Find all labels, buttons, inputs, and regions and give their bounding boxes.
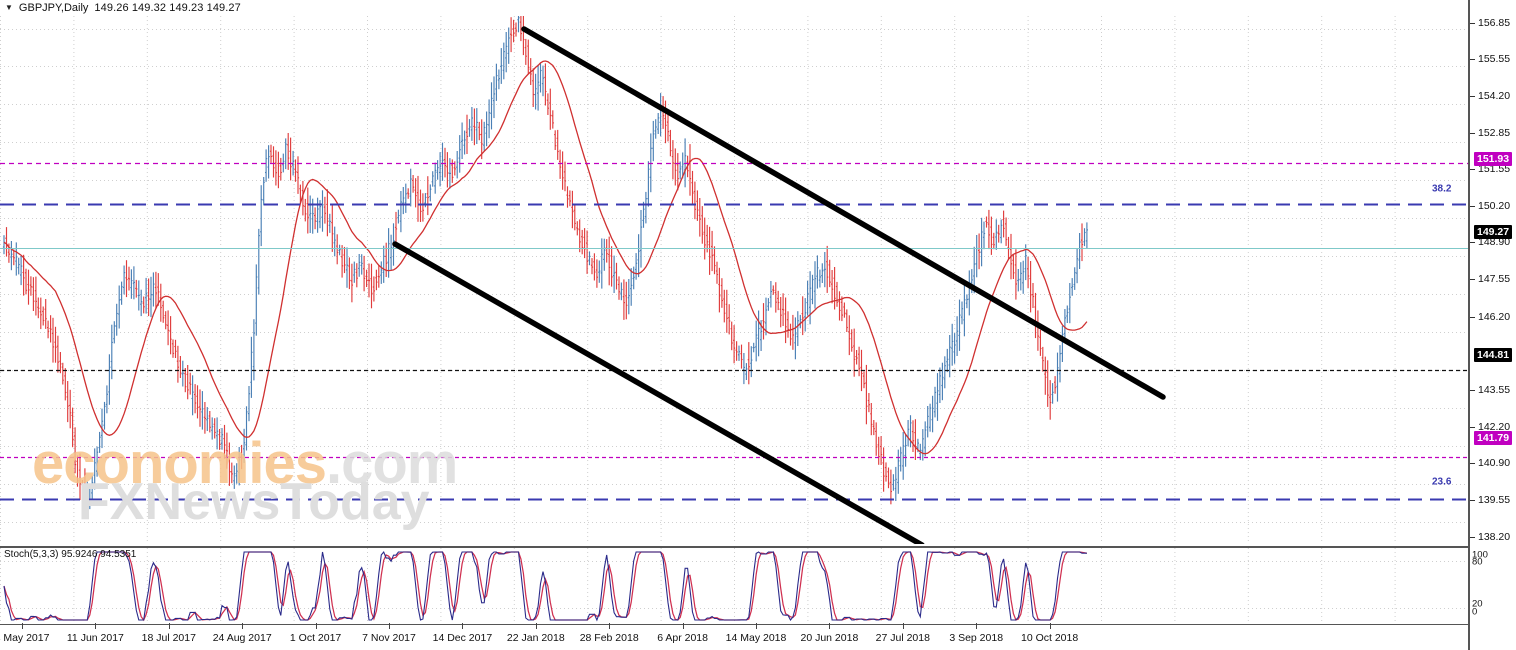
x-axis-label: 14 Dec 2017 [432,632,493,644]
price-plot[interactable]: economies.com FXNewsToday 38.2 23.6 [0,16,1468,544]
moving-average-line [3,60,1088,455]
y-axis-label: 151.55 [1478,163,1511,176]
x-axis-label: 27 Jul 2018 [875,632,930,644]
y-axis-tick [1470,95,1475,97]
y-axis: 156.85 155.55 154.20 152.85 151.55 150.20 148.… [1468,0,1516,650]
price-plot-canvas [0,16,1468,544]
x-axis-label: 3 Sep 2018 [949,632,1004,644]
vertical-gridlines [0,16,1468,544]
x-axis-label: 14 May 2018 [725,632,787,644]
x-axis-label: 18 Jul 2017 [141,632,196,644]
y-axis-label: 142.20 [1478,420,1511,433]
x-axis-tick [315,623,317,629]
x-axis-tick [168,623,170,629]
stoch-vertical-gridlines [0,548,1468,624]
x-axis-tick [22,623,23,629]
x-axis-tick [756,623,757,629]
y-axis-label: 148.90 [1478,236,1511,249]
lower-descending-trendline [392,241,925,544]
x-axis-tick [1049,623,1051,629]
x-axis-tick [609,623,611,629]
y-axis-label: 150.20 [1478,200,1511,213]
stochastic-canvas [0,548,1468,624]
y-axis-tick [1470,133,1475,135]
y-axis-tick [1470,462,1475,464]
stoch-scale-label: 0 [1472,606,1478,618]
chart-header: ▼ GBPJPY,Daily 149.26 149.32 149.23 149.… [0,0,1516,16]
x-axis-label: 28 Feb 2018 [579,632,639,644]
fib-label-23-6: 23.6 [1432,476,1452,488]
x-axis-label: 6 Apr 2018 [657,632,708,644]
y-axis-tick [1470,169,1475,171]
symbol-label: GBPJPY,Daily [18,2,89,14]
y-axis-label: 146.20 [1478,310,1511,323]
y-axis-label: 152.85 [1478,127,1511,140]
y-axis-tick [1470,426,1475,428]
x-axis-tick [242,623,244,629]
stochastic-k-line [3,550,1087,622]
x-axis-tick [682,623,684,629]
stoch-scale-label: 20 [1472,598,1483,610]
price-badge-151-93: 151.93 [1474,151,1513,166]
trendlines [392,26,1166,544]
y-axis-label: 140.90 [1478,456,1511,469]
y-axis-tick [1470,537,1475,539]
y-axis-tick [1470,22,1475,24]
y-axis-label: 155.55 [1478,52,1511,65]
fib-label-38-2: 38.2 [1432,183,1452,195]
y-axis-tick [1470,316,1475,318]
price-badge-144-81: 144.81 [1474,347,1513,362]
stochastic-label: Stoch(5,3,3) 95.9246 94.5351 [4,549,137,560]
stoch-level-lines [0,561,1468,609]
x-axis-tick [389,623,390,629]
stoch-scale-label: 80 [1472,556,1483,568]
price-badge-141-79: 141.79 [1474,431,1513,446]
stochastic-panel[interactable]: Stoch(5,3,3) 95.9246 94.5351 [0,546,1468,625]
stochastic-d-line [3,551,1088,622]
y-axis-label: 138.20 [1478,531,1511,544]
x-axis-tick [462,623,464,629]
x-axis-label: 1 Oct 2017 [289,632,342,644]
triangle-down-icon[interactable]: ▼ [5,3,13,12]
upper-descending-trendline [521,26,1166,400]
y-axis-tick [1470,279,1475,281]
ohlc-values: 149.26 149.32 149.23 149.27 [94,2,241,14]
x-axis-label: 24 Aug 2017 [212,632,272,644]
x-axis-label: 20 Jun 2018 [800,632,859,644]
x-axis-label: 11 Jun 2017 [66,632,124,644]
x-axis-tick [535,623,537,629]
x-axis-label: 10 Oct 2018 [1020,632,1079,644]
y-axis-tick [1470,206,1475,208]
y-axis-label: 154.20 [1478,89,1511,102]
y-axis-label: 147.55 [1478,273,1511,286]
x-axis-tick [976,623,978,629]
x-axis-label: 22 Jan 2018 [506,632,565,644]
x-axis: 4 May 2017 11 Jun 2017 18 Jul 2017 24 Aug 2… [0,623,1468,650]
y-axis-label: 156.85 [1478,16,1511,29]
price-level-lines [0,162,1468,501]
x-axis-tick [902,623,904,629]
x-axis-tick [95,623,97,629]
y-axis-label: 143.55 [1478,383,1511,396]
y-axis-tick [1470,242,1475,244]
y-axis-tick [1470,389,1475,391]
x-axis-label: 7 Nov 2017 [362,632,416,644]
y-axis-label: 139.55 [1478,493,1511,506]
price-badge-149-27: 149.27 [1474,224,1513,239]
stoch-scale-label: 100 [1472,549,1488,561]
y-axis-tick [1470,58,1475,60]
x-axis-tick [829,623,831,629]
x-axis-label: 4 May 2017 [0,632,50,644]
ohlc-bars [2,16,1088,512]
y-axis-tick [1470,499,1475,501]
